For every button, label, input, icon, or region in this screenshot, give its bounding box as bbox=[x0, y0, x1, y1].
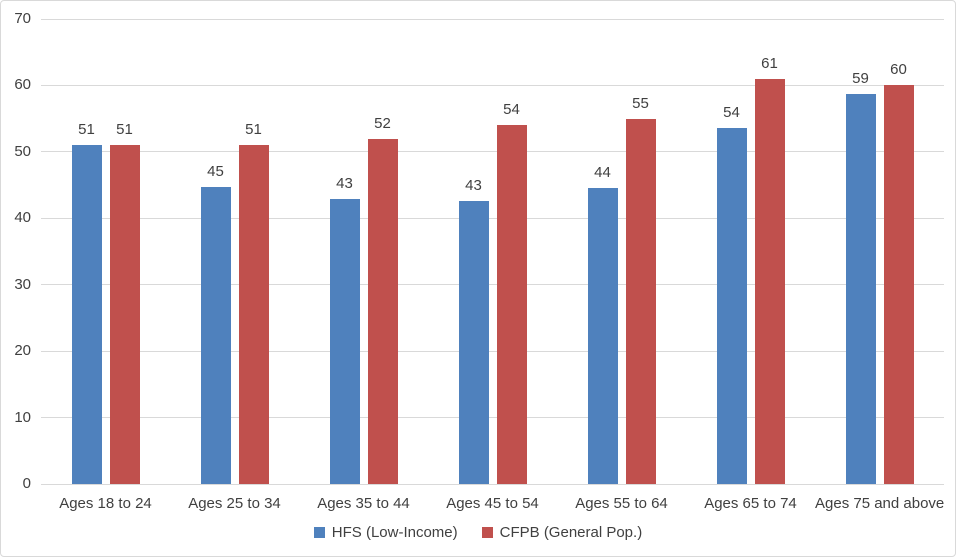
y-axis-tick-label: 20 bbox=[14, 342, 31, 360]
bar-hfs bbox=[329, 199, 360, 484]
gridline bbox=[41, 417, 944, 419]
bar-data-label: 55 bbox=[632, 94, 649, 112]
y-axis-tick-label: 10 bbox=[14, 408, 31, 426]
bar-data-label: 59 bbox=[852, 70, 869, 88]
y-axis-tick-label: 0 bbox=[22, 475, 31, 492]
bar-hfs bbox=[200, 187, 231, 484]
y-axis-tick-label: 40 bbox=[14, 209, 31, 227]
bar-data-label: 54 bbox=[503, 100, 520, 118]
bar-cfpb bbox=[367, 138, 398, 484]
gridline bbox=[41, 217, 944, 219]
bar-data-label: 45 bbox=[207, 163, 224, 181]
x-category-label: Ages 45 to 54 bbox=[446, 495, 539, 512]
gridline bbox=[41, 350, 944, 352]
bar-data-label: 43 bbox=[465, 177, 482, 195]
gridline bbox=[41, 483, 944, 485]
bar-data-label: 52 bbox=[374, 114, 391, 132]
legend-item-cfpb: CFPB (General Pop.) bbox=[481, 524, 643, 541]
bar-data-label: 51 bbox=[116, 121, 133, 139]
bar-cfpb bbox=[883, 84, 914, 484]
x-category-label: Ages 25 to 34 bbox=[188, 495, 281, 512]
x-category-label: Ages 55 to 64 bbox=[575, 495, 668, 512]
legend-label-hfs: HFS (Low-Income) bbox=[331, 524, 458, 541]
legend: HFS (Low-Income) CFPB (General Pop.) bbox=[1, 524, 955, 541]
x-category-label: Ages 75 and above bbox=[815, 495, 945, 512]
bar-data-label: 51 bbox=[245, 121, 262, 139]
x-category-label: Ages 65 to 74 bbox=[704, 495, 797, 512]
bar-hfs bbox=[845, 94, 876, 484]
gridline bbox=[41, 284, 944, 286]
bar-hfs bbox=[587, 188, 618, 484]
legend-label-cfpb: CFPB (General Pop.) bbox=[499, 524, 643, 541]
legend-swatch-cfpb-icon bbox=[481, 527, 493, 538]
bar-data-label: 44 bbox=[594, 164, 611, 182]
legend-item-hfs: HFS (Low-Income) bbox=[313, 524, 458, 541]
gridline bbox=[41, 151, 944, 153]
gridline bbox=[41, 18, 944, 20]
bar-data-label: 54 bbox=[723, 103, 740, 121]
bar-cfpb bbox=[754, 78, 785, 484]
bar-cfpb bbox=[496, 124, 527, 484]
bar-hfs bbox=[458, 201, 489, 484]
gridline bbox=[41, 84, 944, 86]
bar-cfpb bbox=[625, 118, 656, 484]
bar-data-label: 51 bbox=[78, 121, 95, 139]
bar-cfpb bbox=[238, 145, 269, 484]
plot-area: 51 51 45 51 43 52 43 54 44 55 54 61 59 60 bbox=[41, 18, 944, 485]
y-axis-tick-label: 30 bbox=[14, 275, 31, 293]
bar-data-label: 60 bbox=[890, 60, 907, 78]
bar-cfpb bbox=[109, 145, 140, 484]
bar-data-label: 43 bbox=[336, 175, 353, 193]
y-axis-tick-label: 50 bbox=[14, 142, 31, 160]
bar-hfs bbox=[71, 145, 102, 484]
bar-data-label: 61 bbox=[761, 54, 778, 72]
bar-hfs bbox=[716, 127, 747, 484]
x-category-label: Ages 18 to 24 bbox=[59, 495, 152, 512]
legend-swatch-hfs-icon bbox=[313, 527, 325, 538]
y-axis-tick-label: 70 bbox=[14, 10, 31, 27]
y-axis-tick-label: 60 bbox=[14, 76, 31, 94]
x-category-label: Ages 35 to 44 bbox=[317, 495, 410, 512]
